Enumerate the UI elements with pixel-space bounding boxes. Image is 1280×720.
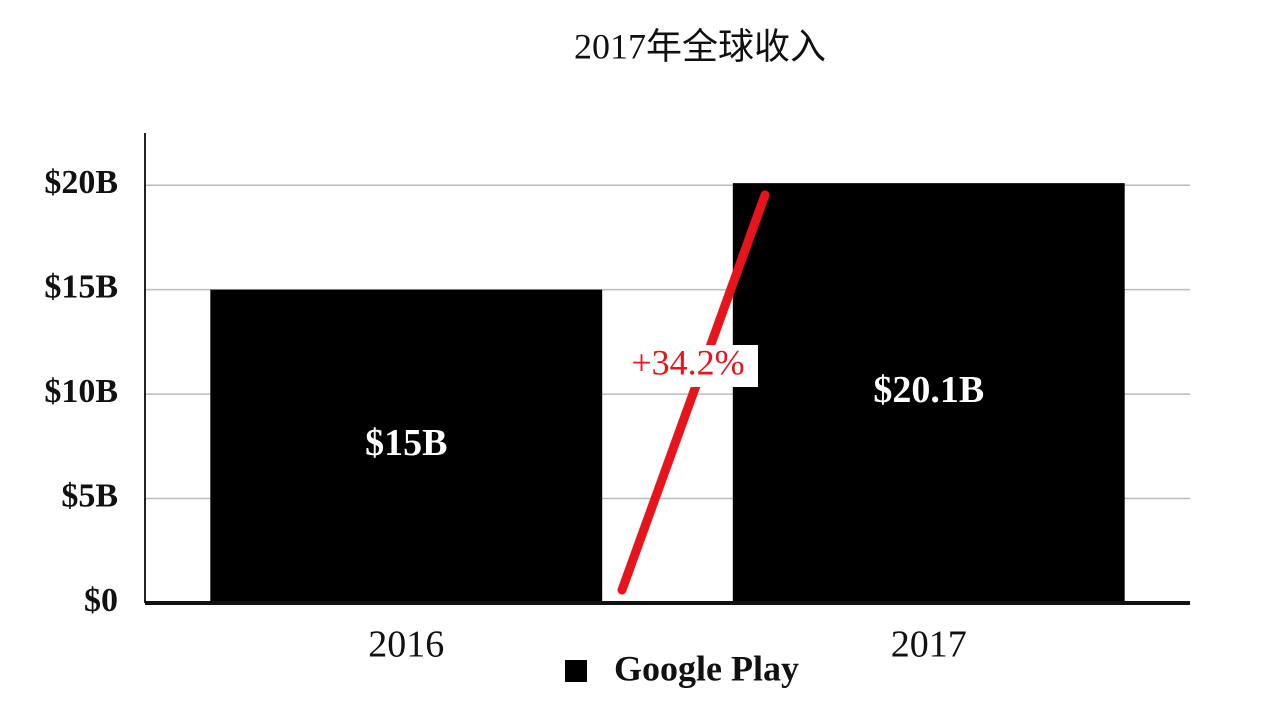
x-tick-label: 2017 bbox=[891, 624, 967, 666]
y-tick-label: $15B bbox=[44, 268, 118, 305]
y-tick-label: $0 bbox=[84, 582, 118, 619]
value-label: $15B bbox=[365, 422, 447, 464]
annotation: +34.2% bbox=[631, 342, 744, 382]
growth-arrow bbox=[617, 190, 770, 595]
annotation-bg bbox=[618, 345, 758, 387]
y-tick-label: $5B bbox=[61, 477, 118, 514]
y-tick-label: $10B bbox=[44, 373, 118, 410]
chart-title: 2017年全球收入 bbox=[574, 26, 826, 66]
y-tick-label: $20B bbox=[44, 164, 118, 201]
x-tick-label: 2016 bbox=[368, 624, 444, 666]
legend-label: Google Play bbox=[614, 648, 799, 688]
value-label: $20.1B bbox=[873, 369, 984, 411]
legend-swatch bbox=[565, 660, 587, 682]
bar bbox=[210, 289, 603, 603]
bar bbox=[732, 183, 1125, 603]
